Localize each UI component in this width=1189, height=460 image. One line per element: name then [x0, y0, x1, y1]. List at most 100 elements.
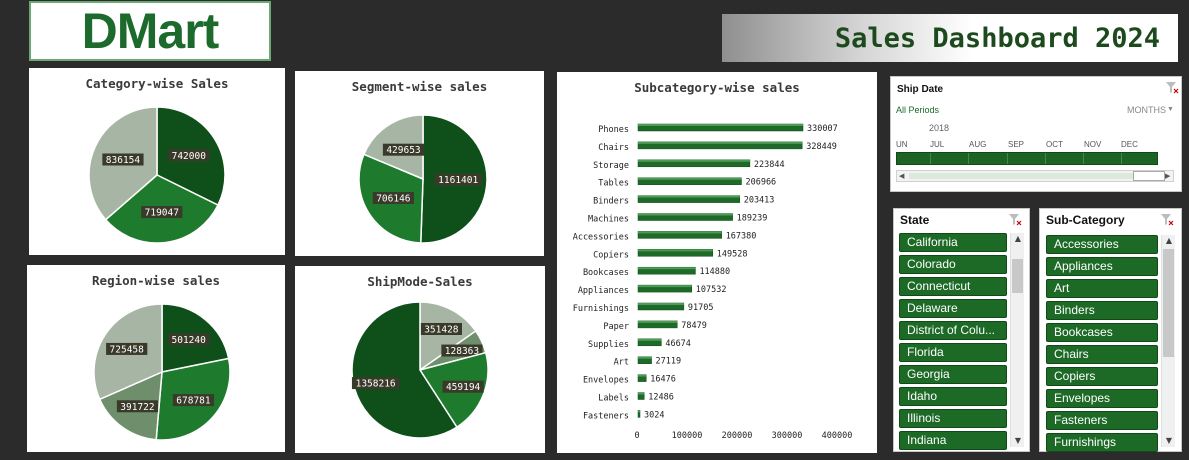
bar-category-label: Labels [598, 394, 629, 404]
slicer-item[interactable]: Furnishings [1046, 433, 1158, 452]
bar-highlight [638, 249, 713, 252]
data-label: 1161401 [438, 175, 478, 186]
data-label-bg [442, 380, 484, 393]
data-label: 742000 [172, 151, 207, 162]
x-tick-label: 300000 [772, 431, 803, 441]
bar-highlight [638, 159, 750, 162]
bar-highlight [638, 213, 733, 216]
slicer-item[interactable]: Idaho [899, 387, 1007, 406]
timeline-period-bar[interactable] [896, 152, 1158, 165]
x-tick-label: 100000 [672, 431, 703, 441]
slicer-item[interactable]: Illinois [899, 409, 1007, 428]
bar-value-label: 149528 [717, 249, 748, 259]
data-label: 391722 [120, 402, 154, 413]
slicer-item[interactable]: District of Colu... [899, 321, 1007, 340]
bar-category-label: Machines [588, 215, 629, 225]
timeline-scrollbar[interactable]: ◀ ▶ [896, 170, 1174, 182]
bar-value-label: 27119 [656, 357, 682, 367]
timeline-header: Ship Date [897, 84, 944, 95]
bar-value-label: 330007 [807, 124, 838, 134]
data-label: 725458 [110, 344, 145, 355]
all-periods-label: All Periods [896, 105, 940, 115]
month-label: JUL [930, 140, 945, 149]
slicer-item[interactable]: Chairs [1046, 345, 1158, 364]
time-level-dropdown-icon[interactable]: ▼ [1167, 106, 1174, 113]
bar-highlight [638, 195, 740, 198]
dmart-logo: DMart [29, 1, 271, 61]
slicer-item[interactable]: Binders [1046, 301, 1158, 320]
data-label-bg [168, 333, 210, 346]
bar-value-label: 91705 [688, 303, 714, 313]
category-pie-chart: 742000 719047 836154 [88, 106, 226, 244]
bar-value-label: 223844 [754, 160, 785, 170]
slicer-item[interactable]: Florida [899, 343, 1007, 362]
segment-chart-panel: Segment-wise sales 1161401 706146 429653 [295, 71, 544, 256]
data-label-bg [441, 344, 483, 357]
slicer-item[interactable]: California [899, 233, 1007, 252]
bar-highlight [638, 356, 652, 359]
bar-category-label: Bookcases [583, 268, 629, 278]
scroll-left-arrow-icon[interactable]: ◀ [899, 172, 905, 180]
clear-filter-icon[interactable] [1160, 213, 1174, 226]
slicer-item[interactable]: Colorado [899, 255, 1007, 274]
bar-highlight [638, 267, 696, 270]
scroll-up-icon[interactable]: ▲ [1165, 236, 1173, 245]
x-tick-label: 200000 [722, 431, 753, 441]
data-label-bg [172, 394, 215, 407]
slicer-item[interactable]: Fasteners [1046, 411, 1158, 430]
bar-highlight [638, 177, 742, 180]
data-label-bg [420, 322, 462, 335]
slicer-item[interactable]: Georgia [899, 365, 1007, 384]
ship-date-timeline: Ship Date All Periods MONTHS ▼ 2018 UN J… [890, 76, 1182, 192]
clear-filter-icon[interactable] [1008, 213, 1022, 226]
scroll-up-icon[interactable]: ▲ [1014, 234, 1022, 243]
bar-value-label: 189239 [737, 214, 768, 224]
bar-value-label: 167380 [726, 231, 757, 241]
shipmode-pie-chart: 351428 128363 459194 1358216 [351, 301, 489, 439]
scroll-thumb[interactable] [1163, 249, 1174, 357]
data-label-bg [102, 153, 144, 166]
timeline-scroll-thumb[interactable] [1133, 171, 1165, 181]
subcategory-slicer: Sub-Category Accessories Appliances Art Bin… [1039, 208, 1182, 452]
data-label: 678781 [176, 396, 211, 407]
scroll-down-icon[interactable]: ▼ [1014, 436, 1022, 445]
bar-highlight [638, 285, 692, 288]
data-label-bg [382, 143, 425, 156]
slicer-item[interactable]: Copiers [1046, 367, 1158, 386]
region-pie-chart: 501240 678781 391722 725458 [93, 303, 231, 441]
slicer-item[interactable]: Indiana [899, 431, 1007, 450]
slicer-item[interactable]: Envelopes [1046, 389, 1158, 408]
state-slicer-scrollbar[interactable]: ▲ ▼ [1010, 233, 1024, 447]
slicer-item[interactable]: Accessories [1046, 235, 1158, 254]
bar-highlight [638, 392, 645, 395]
scroll-thumb[interactable] [1012, 259, 1023, 293]
slicer-item[interactable]: Art [1046, 279, 1158, 298]
bar-highlight [638, 303, 684, 305]
bar-value-label: 206966 [745, 178, 776, 188]
dashboard-title: Sales Dashboard 2024 [834, 22, 1160, 54]
month-label: UN [896, 140, 908, 149]
month-label: NOV [1084, 140, 1102, 149]
bar-highlight [638, 410, 640, 413]
slicer-item[interactable]: Appliances [1046, 257, 1158, 276]
scroll-down-icon[interactable]: ▼ [1165, 436, 1173, 445]
category-chart-panel: Category-wise Sales 742000 719047 836154 [29, 68, 285, 255]
bar-category-label: Chairs [598, 143, 629, 153]
scroll-right-arrow-icon[interactable]: ▶ [1165, 172, 1171, 180]
subcategory-slicer-scrollbar[interactable]: ▲ ▼ [1161, 235, 1175, 447]
category-chart-title: Category-wise Sales [85, 76, 229, 91]
slicer-item[interactable]: Connecticut [899, 277, 1007, 296]
bar [637, 141, 803, 150]
bar-category-label: Binders [593, 197, 629, 207]
data-label-bg [351, 377, 400, 390]
data-label-bg [141, 206, 183, 219]
bar-category-label: Envelopes [583, 376, 629, 386]
data-label: 1358216 [356, 379, 396, 390]
time-level-label[interactable]: MONTHS [1127, 105, 1166, 115]
bar-value-label: 46674 [665, 339, 691, 349]
clear-filter-icon[interactable] [1165, 81, 1179, 94]
bar-category-label: Appliances [578, 286, 629, 296]
slicer-item[interactable]: Delaware [899, 299, 1007, 318]
bar-value-label: 3024 [644, 410, 664, 420]
slicer-item[interactable]: Bookcases [1046, 323, 1158, 342]
